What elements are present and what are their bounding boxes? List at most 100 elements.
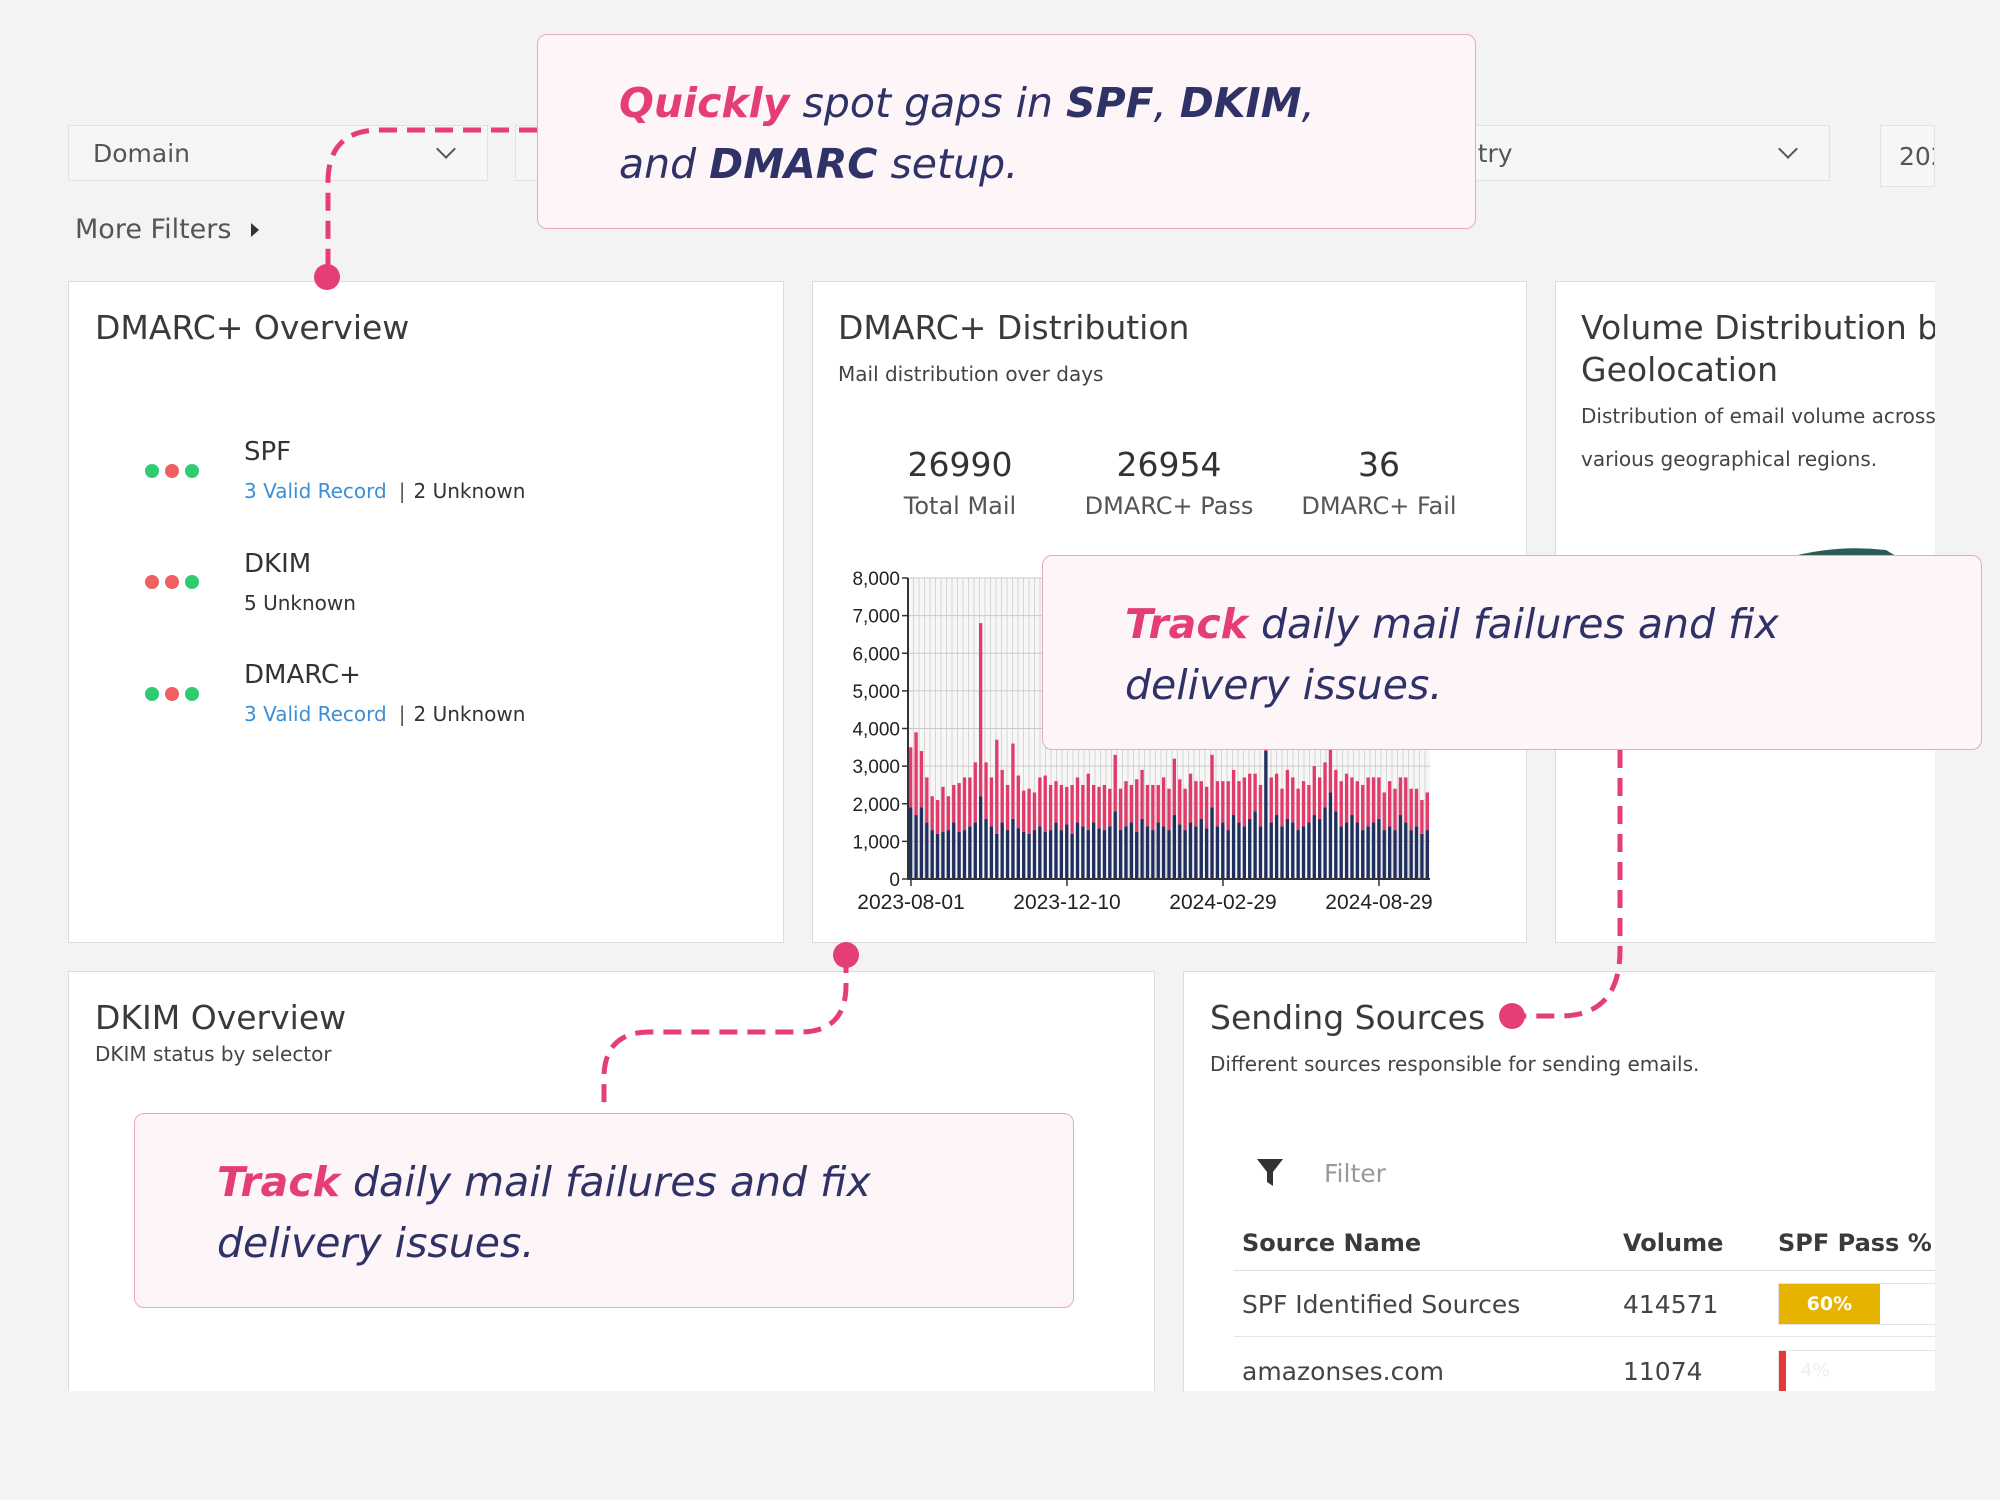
status-dot (185, 464, 199, 478)
bar-fail (1291, 777, 1295, 823)
bar-pass (995, 833, 999, 879)
bar-fail (1307, 784, 1311, 823)
bar-fail (1151, 784, 1155, 831)
bar-fail (1011, 743, 1015, 819)
bar-pass (1038, 826, 1042, 879)
bar-fail (1167, 788, 1171, 831)
callout-text: , (1153, 79, 1180, 127)
unknown-count: 5 Unknown (244, 591, 356, 615)
callout-highlight: Track (1125, 600, 1248, 648)
bar-fail (1366, 777, 1370, 827)
bar-fail (1323, 762, 1327, 808)
bar-fail (1135, 779, 1139, 832)
column-header-source[interactable]: Source Name (1242, 1229, 1422, 1257)
bar-fail (1215, 781, 1220, 827)
bar-pass (1000, 822, 1004, 879)
bar-fail (1398, 777, 1403, 816)
bar-fail (914, 732, 918, 816)
spf-pass-label: 60% (1806, 1293, 1853, 1315)
bar-fail (1065, 786, 1069, 825)
bar-fail (1183, 788, 1187, 831)
column-header-spf[interactable]: SPF Pass % (1778, 1229, 1932, 1257)
domain-select-label: Domain (93, 138, 191, 168)
bar-pass (1328, 792, 1333, 879)
bar-pass (1091, 822, 1096, 879)
bar-pass (1156, 822, 1160, 879)
bar-pass (973, 822, 977, 879)
bar-pass (1285, 818, 1290, 879)
bar-fail (1038, 777, 1042, 827)
bar-pass (1118, 830, 1123, 879)
source-volume: 414571 (1623, 1290, 1719, 1319)
bar-fail (1231, 769, 1236, 816)
bar-fail (978, 623, 983, 797)
bar-pass (1264, 751, 1268, 879)
bar-pass (1371, 822, 1376, 879)
bar-pass (952, 822, 956, 879)
bar-pass (962, 830, 967, 879)
callout-text: setup. (877, 140, 1019, 188)
filter-input[interactable]: Filter (1256, 1157, 1386, 1189)
valid-record-link[interactable]: 3 Valid Record (244, 702, 387, 726)
bar-pass (1161, 826, 1166, 879)
bar-pass (1258, 826, 1263, 879)
y-tick-label: 2,000 (852, 795, 900, 816)
bar-fail (1344, 773, 1349, 823)
bar-fail (1296, 788, 1300, 831)
bar-pass (1339, 826, 1343, 879)
bar-fail (1404, 777, 1408, 823)
valid-record-link[interactable]: 3 Valid Record (244, 479, 387, 503)
x-tick-label: 2023-12-10 (1013, 891, 1120, 914)
bar-fail (1371, 777, 1376, 823)
bar-fail (1334, 769, 1338, 812)
year-select[interactable]: 202 (1880, 125, 1935, 187)
bar-fail (1205, 786, 1209, 829)
more-filters-button[interactable]: More Filters (75, 214, 261, 245)
y-tick-label: 1,000 (852, 832, 900, 853)
dmarc-overview-panel: DMARC+ Overview SPF 3 Valid Record | 2 Unk… (68, 281, 784, 943)
bar-fail (946, 796, 951, 831)
bar-pass (1022, 831, 1026, 879)
status-dot (165, 464, 179, 478)
bar-pass (1151, 830, 1155, 879)
bar-fail (1285, 769, 1290, 819)
bar-fail (1312, 766, 1316, 816)
callout-line-2: delivery issues. (217, 1219, 535, 1267)
bar-fail (1382, 792, 1386, 831)
status-dot (165, 687, 179, 701)
panel-subtitle: Mail distribution over days (838, 362, 1104, 386)
bar-pass (1113, 811, 1117, 879)
bar-fail (995, 739, 999, 834)
record-detail: 5 Unknown (244, 591, 356, 615)
bar-fail (1005, 784, 1010, 831)
row-divider (1234, 1336, 1935, 1337)
bar-pass (1108, 826, 1112, 879)
status-dots (145, 575, 199, 589)
bar-fail (941, 786, 945, 832)
bar-fail (1016, 775, 1020, 829)
bar-pass (1215, 826, 1220, 879)
panel-title: DMARC+ Overview (95, 308, 410, 347)
source-name: amazonses.com (1242, 1357, 1445, 1386)
bar-fail (1387, 781, 1392, 827)
bar-pass (1032, 830, 1037, 879)
more-filters-label: More Filters (75, 214, 232, 245)
dmarc-fail-label: DMARC+ Fail (1301, 492, 1457, 520)
record-name: DKIM (244, 549, 312, 579)
bar-pass (1188, 822, 1193, 879)
bar-pass (1027, 833, 1031, 879)
y-tick-label: 6,000 (852, 644, 900, 665)
bar-pass (978, 796, 983, 879)
bar-pass (1065, 824, 1069, 879)
bar-fail (1124, 781, 1128, 827)
domain-select[interactable]: Domain (68, 125, 488, 181)
bar-fail (1097, 786, 1101, 829)
source-name: SPF Identified Sources (1242, 1290, 1521, 1319)
bar-fail (1140, 769, 1144, 819)
callout-emphasis: SPF (1066, 79, 1154, 127)
bar-fail (1301, 781, 1306, 827)
column-header-volume[interactable]: Volume (1623, 1229, 1724, 1257)
bar-pass (1404, 822, 1408, 879)
bar-fail (1318, 777, 1322, 819)
